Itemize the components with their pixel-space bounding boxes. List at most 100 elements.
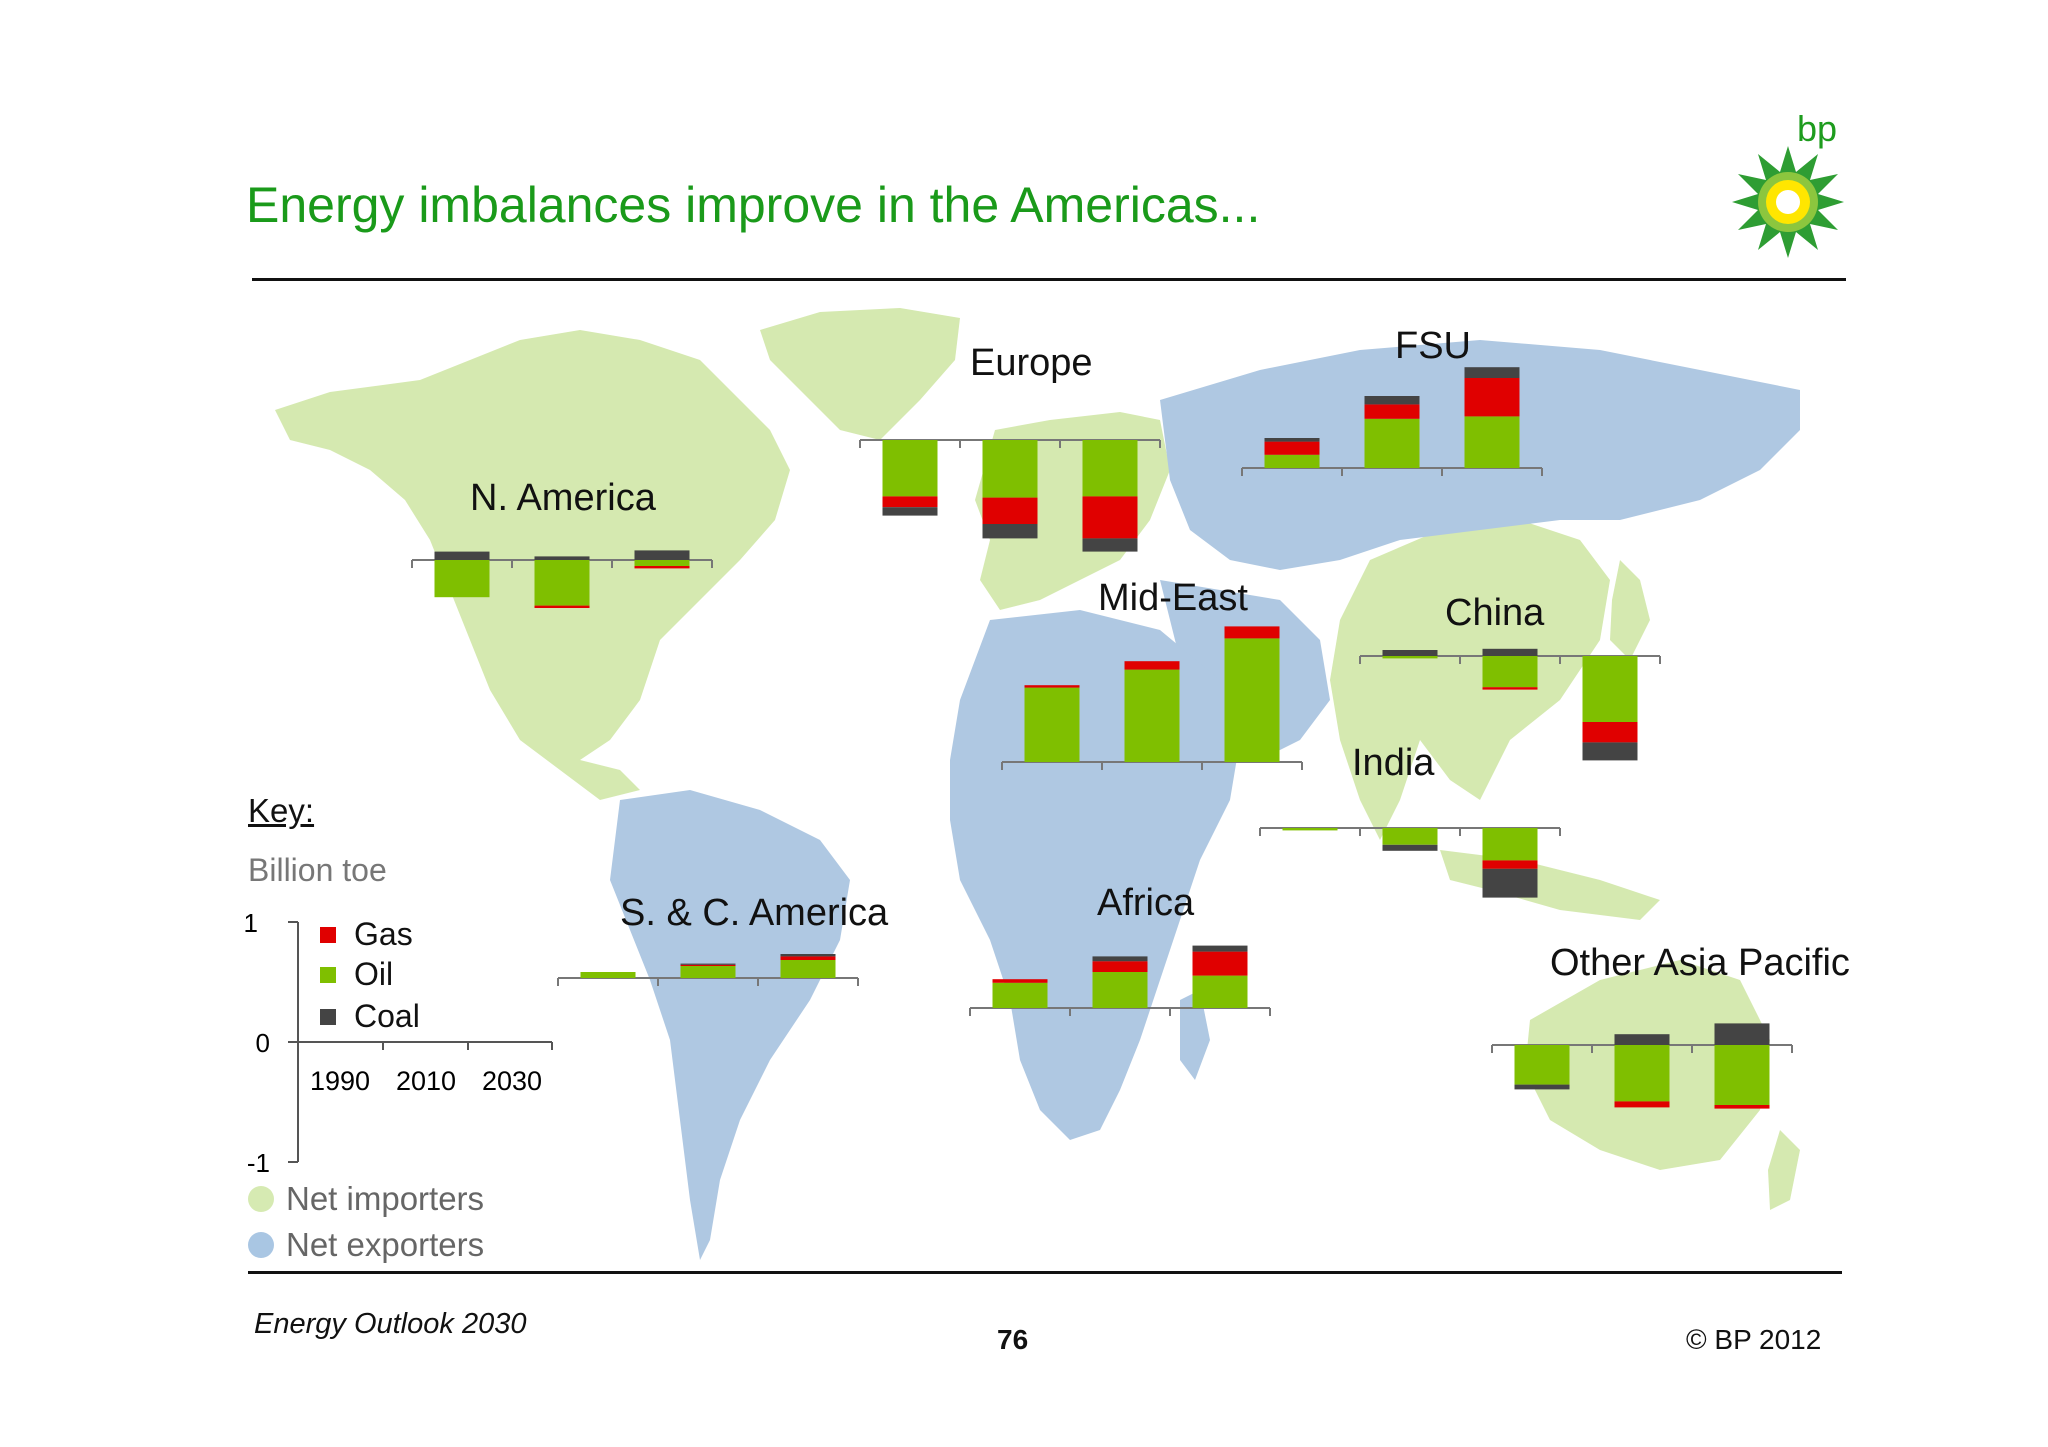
region-chart-china: China [1359, 592, 1661, 761]
bar-india-2030-coal [1482, 868, 1538, 898]
new-zealand-landmass [1768, 1130, 1800, 1210]
key-y-tick-minus-1: -1 [247, 1148, 270, 1178]
bar-fsu-2010-gas [1364, 404, 1420, 419]
legend-oil-label: Oil [354, 956, 394, 992]
legend-gas-label: Gas [354, 916, 413, 952]
south-america-landmass [610, 790, 850, 1260]
region-label-n-america: N. America [470, 477, 657, 519]
key-unit-label: Billion toe [248, 852, 387, 888]
bar-s-c-america-2010-coal [680, 963, 736, 965]
region-chart-mid-east: Mid-East [1001, 577, 1303, 770]
region-label-india: India [1352, 742, 1435, 784]
bar-china-2010-coal [1482, 648, 1538, 656]
legend-coal-label: Coal [354, 998, 420, 1034]
key-x-tick-2010: 2010 [396, 1066, 456, 1096]
bar-china-2030-oil [1582, 656, 1638, 722]
key-y-tick-1: 1 [244, 908, 258, 938]
bar-fsu-1990-oil [1264, 454, 1320, 468]
region-label-mid-east: Mid-East [1098, 577, 1248, 619]
bar-n-america-1990-coal [434, 551, 490, 560]
bar-india-2030-gas [1482, 860, 1538, 869]
region-chart-n-america: N. America [411, 477, 713, 608]
legend-coal: Coal [320, 998, 420, 1035]
region-chart-fsu: FSU [1241, 325, 1543, 476]
indonesia-landmass [1440, 850, 1660, 920]
bp-helios-logo-icon [1732, 146, 1844, 258]
bar-china-1990-coal [1382, 650, 1438, 656]
bar-n-america-2010-gas [534, 605, 590, 608]
bar-europe-1990-gas [882, 496, 938, 508]
bar-fsu-2030-gas [1464, 378, 1520, 417]
japan-landmass [1610, 560, 1650, 660]
bar-africa-1990-oil [992, 982, 1048, 1008]
bar-africa-2030-gas [1192, 951, 1248, 976]
bar-mid-east-2030-oil [1224, 638, 1280, 762]
bar-s-c-america-2010-oil [680, 966, 736, 978]
oil-swatch [320, 966, 336, 983]
region-label-other-asia-pacific: Other Asia Pacific [1550, 942, 1850, 984]
region-label-africa: Africa [1097, 882, 1195, 924]
bar-other-asia-pacific-1990-coal [1514, 1084, 1570, 1090]
exporter-dot [248, 1232, 274, 1258]
bar-europe-2010-coal [982, 524, 1038, 539]
bar-india-1990-oil [1282, 828, 1338, 831]
bar-india-2030-oil [1482, 828, 1538, 861]
key-x-tick-2030: 2030 [482, 1066, 542, 1096]
region-chart-europe: Europe [859, 342, 1161, 552]
key-y-tick-0: 0 [256, 1028, 270, 1058]
bar-europe-2010-gas [982, 497, 1038, 524]
region-chart-africa: Africa [969, 882, 1271, 1016]
bar-africa-1990-gas [992, 979, 1048, 983]
legend-oil: Oil [320, 956, 393, 993]
bar-s-c-america-2010-gas [680, 964, 736, 966]
bar-europe-2010-oil [982, 440, 1038, 498]
copyright: © BP 2012 [1686, 1324, 1822, 1355]
bar-other-asia-pacific-2030-gas [1714, 1105, 1770, 1109]
bar-n-america-2010-oil [534, 560, 590, 606]
bar-africa-2030-coal [1192, 945, 1248, 952]
net-importers-label: Net importers [286, 1180, 485, 1217]
region-chart-other-asia-pacific: Other Asia Pacific [1491, 942, 1850, 1109]
bar-other-asia-pacific-2030-oil [1714, 1045, 1770, 1105]
bar-africa-2030-oil [1192, 975, 1248, 1008]
china-india-landmass [1330, 520, 1610, 840]
bar-fsu-2010-coal [1364, 396, 1420, 405]
bar-africa-2010-gas [1092, 961, 1148, 972]
top-divider [252, 278, 1846, 281]
bar-mid-east-1990-oil [1024, 687, 1080, 762]
bar-china-2010-oil [1482, 656, 1538, 688]
bar-mid-east-2010-gas [1124, 661, 1180, 670]
bar-europe-2030-coal [1082, 538, 1138, 552]
gas-swatch [320, 926, 336, 943]
bar-n-america-1990-oil [434, 560, 490, 598]
net-importers-note: Net importers [248, 1180, 484, 1218]
bar-china-2030-gas [1582, 722, 1638, 743]
net-exporters-note: Net exporters [248, 1226, 484, 1264]
region-label-fsu: FSU [1395, 325, 1471, 367]
bar-n-america-2030-coal [634, 550, 690, 560]
bar-europe-1990-oil [882, 440, 938, 497]
bar-india-2010-oil [1382, 828, 1438, 845]
bar-s-c-america-2030-oil [780, 960, 836, 978]
bar-europe-1990-coal [882, 507, 938, 516]
region-chart-s-c-america: S. & C. America [557, 892, 889, 986]
bar-fsu-1990-gas [1264, 441, 1320, 455]
bar-n-america-2010-coal [534, 556, 590, 560]
bar-s-c-america-1990-oil [580, 972, 636, 978]
bar-n-america-2030-gas [634, 566, 690, 569]
bp-logo-text: bp [1797, 108, 1838, 149]
bar-europe-2030-gas [1082, 496, 1138, 539]
bar-fsu-2010-oil [1364, 418, 1420, 468]
bar-s-c-america-2030-gas [780, 956, 836, 960]
bar-other-asia-pacific-2010-oil [1614, 1045, 1670, 1102]
footer-publication: Energy Outlook 2030 [254, 1308, 527, 1340]
greenland-landmass [760, 308, 960, 440]
bottom-divider [248, 1271, 1842, 1274]
region-label-china: China [1445, 592, 1545, 634]
bar-africa-2010-oil [1092, 972, 1148, 1008]
key-x-tick-1990: 1990 [310, 1066, 370, 1096]
coal-swatch [320, 1008, 336, 1025]
bar-other-asia-pacific-2030-coal [1714, 1023, 1770, 1045]
page-number: 76 [997, 1324, 1029, 1355]
bar-other-asia-pacific-1990-oil [1514, 1045, 1570, 1085]
